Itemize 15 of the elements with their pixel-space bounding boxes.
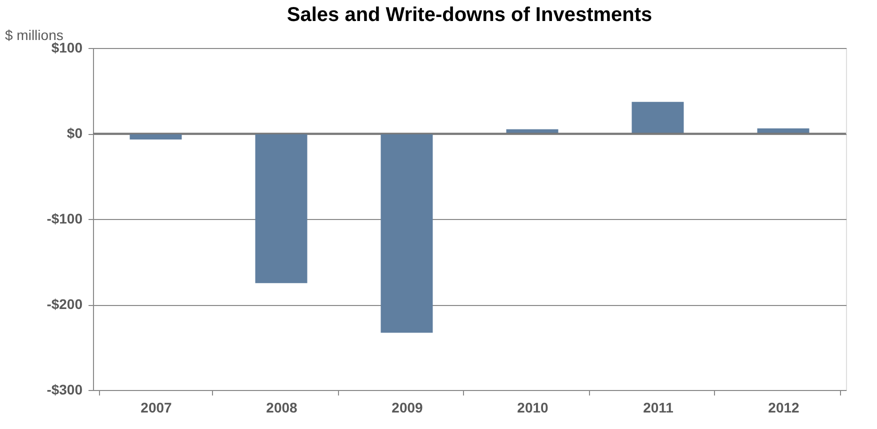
x-tick-label: 2010	[517, 400, 549, 416]
bar	[632, 102, 684, 134]
bar	[255, 134, 308, 284]
x-tick-label: 2007	[140, 400, 172, 416]
bar	[380, 134, 433, 333]
x-tick-label: 2009	[392, 400, 424, 416]
chart-title: Sales and Write-downs of Investments	[286, 4, 652, 26]
y-tick-label: -$300	[46, 382, 83, 398]
x-tick-label: 2012	[768, 400, 800, 416]
bar	[506, 129, 558, 134]
y-tick-label: $0	[66, 125, 83, 141]
x-tick-label: 2011	[643, 400, 674, 416]
y-tick-label: -$200	[46, 296, 83, 312]
y-tick-label: -$100	[46, 210, 83, 226]
x-tick-label: 2008	[266, 400, 298, 416]
